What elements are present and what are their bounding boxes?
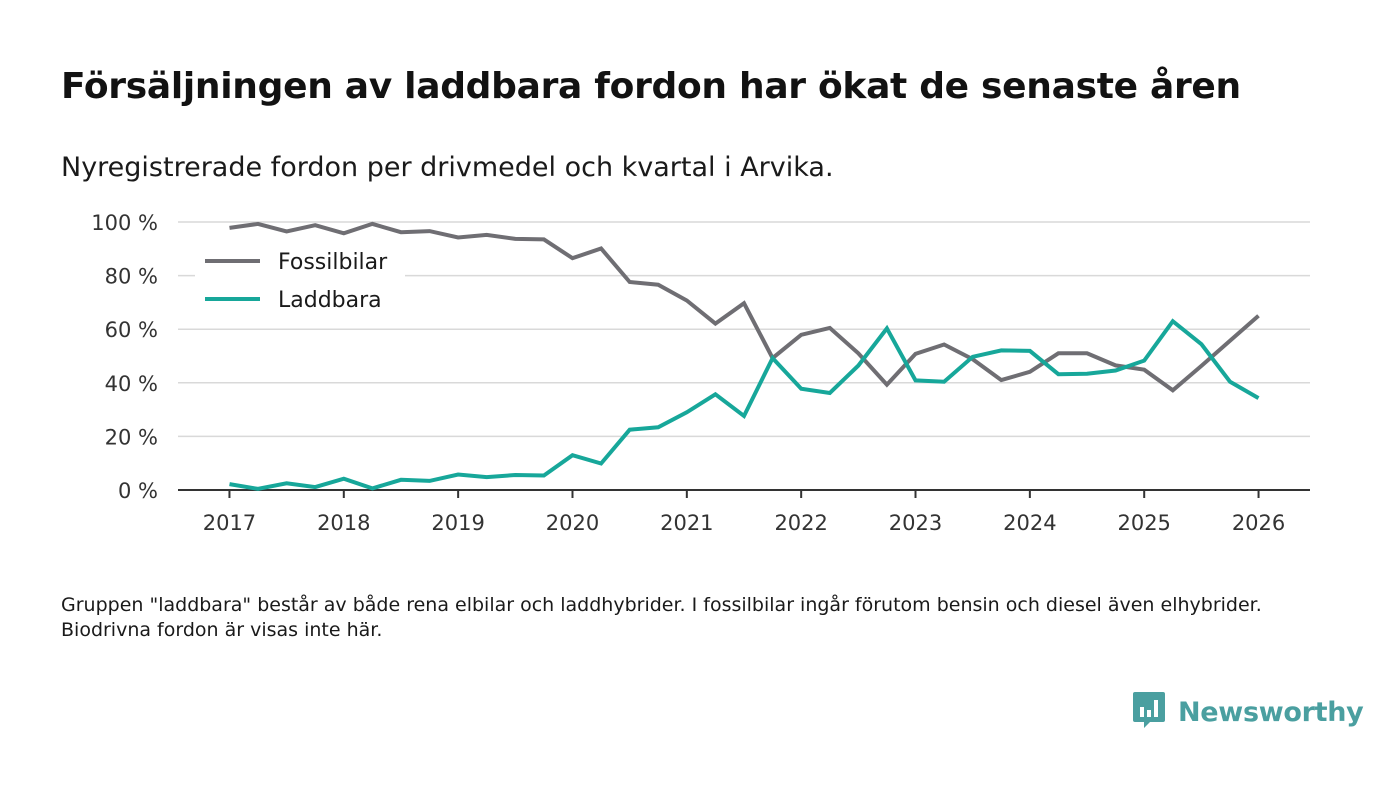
y-tick-label: 60 % [105,318,158,342]
x-tick-label: 2021 [660,511,713,535]
chart-title: Försäljningen av laddbara fordon har öka… [61,66,1241,107]
series-line-laddbara [229,318,1260,491]
legend-label: Laddbara [278,288,382,313]
legend-background [195,241,405,319]
x-axis: 2017 2018 2019 2020 2021 2022 2023 2024 2025 2026 [178,489,1310,535]
x-tick-label: 2023 [889,511,942,535]
y-tick-label: 20 % [105,425,158,449]
x-tick-label: 2017 [203,511,256,535]
x-tick-label: 2019 [431,511,484,535]
y-axis: 0 % 20 % 40 % 60 % 80 % 100 % [91,211,158,503]
y-tick-label: 40 % [105,372,158,396]
y-tick-label: 0 % [118,479,158,503]
x-tick-label: 2018 [317,511,370,535]
chart-subtitle: Nyregistrerade fordon per drivmedel och … [61,152,834,183]
newsworthy-logo-icon [1132,690,1166,734]
x-tick-label: 2024 [1003,511,1056,535]
y-tick-label: 100 % [91,211,158,235]
chart-legend: Fossilbilar Laddbara [195,241,405,319]
series-fossilbilar [229,221,1260,393]
x-tick-label: 2025 [1117,511,1170,535]
x-tick-label: 2026 [1232,511,1285,535]
brand-name: Newsworthy [1178,696,1364,728]
chart-series [229,221,1260,491]
chart-footnote: Gruppen "laddbara" består av både rena e… [61,594,1262,641]
x-tick-label: 2020 [546,511,599,535]
series-laddbara [229,318,1260,491]
legend-label: Fossilbilar [278,250,388,275]
x-tick-label: 2022 [774,511,827,535]
y-tick-label: 80 % [105,265,158,289]
brand-logo: Newsworthy [1132,690,1364,734]
